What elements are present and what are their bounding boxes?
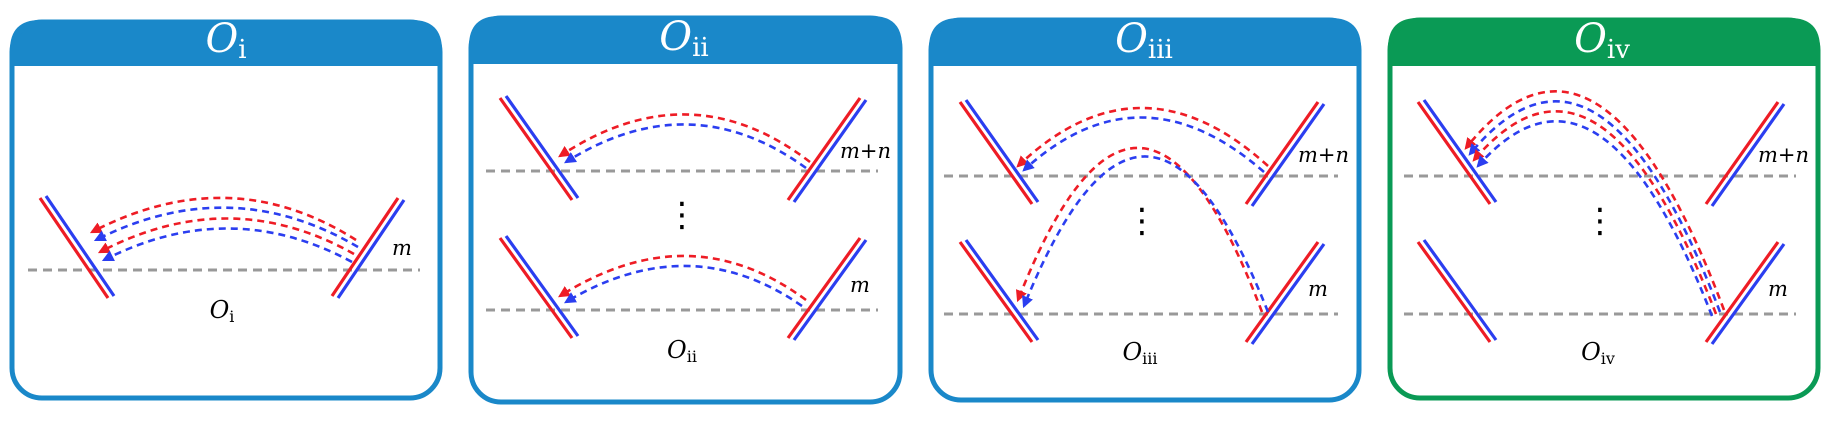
panel-ii-header <box>469 16 902 60</box>
vdots: ⋮ <box>1125 201 1159 241</box>
panel-i-frame <box>9 19 443 401</box>
panel-iii-frame <box>928 17 1362 403</box>
panel-iv-frame <box>1387 17 1821 401</box>
panel-ii: Oii ⋮ m+n m Oii <box>468 14 903 405</box>
level-label-m-plus-n: m+n <box>1758 143 1809 167</box>
panel-iv-title: Oiv <box>1574 16 1630 65</box>
panel-i: Oi m Oi <box>9 16 443 401</box>
panel-iii: Oiii ⋮ m+n m Oiii <box>928 16 1362 403</box>
panel-iv: Oiv ⋮ m+n m Oiv <box>1387 16 1821 401</box>
panel-i-title: Oi <box>205 16 246 65</box>
vdots: ⋮ <box>1583 201 1617 241</box>
panel-ii-frame <box>468 15 903 405</box>
level-label-m: m <box>1308 277 1328 301</box>
panel-i-header <box>10 20 442 62</box>
vdots: ⋮ <box>665 195 699 235</box>
level-label-m-plus-n: m+n <box>840 139 891 163</box>
panel-ii-caption: Oii <box>667 336 697 366</box>
level-label-m: m <box>392 236 412 260</box>
level-label-m-plus-n: m+n <box>1298 143 1349 167</box>
panel-iii-header <box>929 18 1361 62</box>
panel-i-caption: Oi <box>210 296 235 326</box>
panel-iv-caption: Oiv <box>1581 338 1615 368</box>
panel-iv-header <box>1388 18 1820 62</box>
panel-iii-caption: Oiii <box>1122 338 1157 368</box>
level-label-m: m <box>1768 277 1788 301</box>
panel-ii-title: Oii <box>659 14 708 63</box>
level-label-m: m <box>850 273 870 297</box>
panel-iii-title: Oiii <box>1115 16 1173 65</box>
